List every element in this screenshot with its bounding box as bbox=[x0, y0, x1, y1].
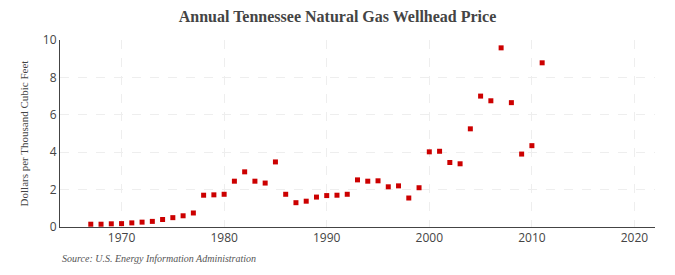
svg-text:1970: 1970 bbox=[108, 229, 136, 246]
svg-text:1990: 1990 bbox=[313, 229, 341, 246]
svg-text:2020: 2020 bbox=[621, 229, 649, 246]
svg-text:1980: 1980 bbox=[210, 229, 238, 246]
svg-text:8: 8 bbox=[50, 69, 57, 86]
svg-text:10: 10 bbox=[43, 31, 57, 48]
svg-text:Source: U.S. Energy Informatio: Source: U.S. Energy Information Administ… bbox=[62, 253, 256, 264]
svg-text:0: 0 bbox=[50, 218, 57, 235]
svg-text:2010: 2010 bbox=[518, 229, 546, 246]
svg-text:2: 2 bbox=[50, 181, 57, 198]
svg-text:Dollars per Thousand Cubic Fee: Dollars per Thousand Cubic Feet bbox=[18, 61, 30, 207]
svg-text:6: 6 bbox=[50, 106, 57, 123]
svg-text:2000: 2000 bbox=[416, 229, 444, 246]
svg-text:Annual Tennessee Natural Gas W: Annual Tennessee Natural Gas Wellhead Pr… bbox=[179, 8, 497, 25]
svg-text:4: 4 bbox=[50, 143, 57, 160]
